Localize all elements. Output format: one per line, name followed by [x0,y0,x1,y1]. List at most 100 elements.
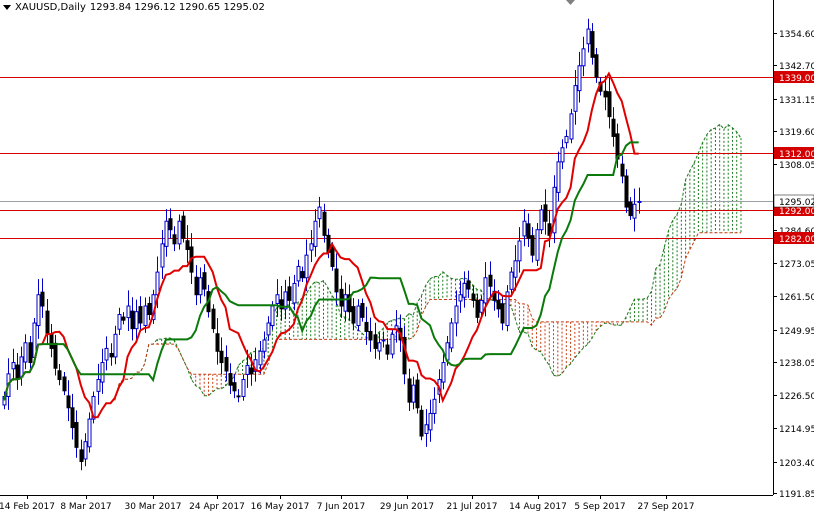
candle-body [343,294,348,312]
candle-body [483,277,488,304]
candle-body [57,370,62,381]
x-tick-label: 24 Apr 2017 [189,502,245,512]
candle-body [194,276,199,296]
candle-body [577,65,582,92]
candle-body [509,271,514,290]
candle-body [500,303,505,324]
candle-body [249,367,254,375]
candle-body [432,398,437,414]
ichimoku-cloud [114,123,742,401]
candle-body [441,362,446,383]
candle-body [479,299,484,313]
candle-body [28,342,33,364]
candle-body [573,85,578,112]
candle-body [74,421,79,448]
candle-body [185,240,190,251]
candle-body [517,240,522,262]
candle-body [360,302,365,318]
y-tick-label: 1319.60 [779,128,814,138]
candle-body [603,90,608,98]
candle-body [300,271,305,279]
candle-body [215,333,220,352]
candle-body [219,350,224,364]
candle-body [313,220,318,247]
kijun-sen-line [3,141,639,401]
y-tick-label: 1342.70 [779,62,814,72]
candle-body [624,175,629,208]
candle-body [424,424,429,435]
candle-body [168,218,173,231]
senkou-span-b [114,232,741,401]
candle-body [211,308,216,330]
candle-body [419,409,424,437]
x-tick-label: 27 Sep 2017 [637,502,694,512]
y-tick-label: 1354.60 [779,30,814,40]
candle-body [449,322,454,349]
candle-body [236,395,241,398]
candle-body [611,118,616,137]
candle-body [45,310,50,335]
candle-body [373,334,378,349]
candle-body [581,48,586,67]
candle-body [275,294,280,304]
candle-body [87,418,92,448]
candle-body [181,215,186,239]
x-tick-label: 21 Jul 2017 [447,502,498,512]
candle-body [377,342,382,352]
level-label: 1339.00 [779,74,814,84]
candle-body [258,350,263,366]
candle-body [390,333,395,355]
candle-body [339,288,344,307]
candle-body [488,274,493,287]
candle-body [428,412,433,431]
x-tick-label: 30 Mar 2017 [124,502,181,512]
candle-body [607,91,612,118]
candle-body [411,384,416,403]
candle-body [415,379,420,409]
candle-body [539,209,544,231]
candle-body [564,135,569,144]
candle-body [628,201,633,217]
candle-body [287,286,292,301]
level-label: 1292.00 [779,207,814,217]
candle-body [637,200,642,203]
candle-body [569,113,574,140]
candle-body [198,277,203,296]
candle-body [164,220,169,247]
candle-body [134,311,139,330]
candle-body [23,342,28,363]
candle-body [245,364,250,375]
candle-body [126,305,131,319]
candle-body [40,291,45,307]
y-tick-label: 1331.15 [779,96,814,106]
candle-body [334,268,339,293]
candle-body [594,54,599,78]
candle-body [471,293,476,301]
horizontal-levels [0,77,773,239]
dropdown-triangle-icon[interactable] [3,4,11,10]
candle-body [586,28,591,45]
tenkan-sen-line [3,71,639,419]
candle-body [560,147,565,163]
candle-body [232,382,237,392]
candle-body [109,353,114,358]
candle-body [475,299,480,318]
x-tick-label: 7 Jun 2017 [317,502,365,512]
candle-body [70,407,75,429]
candle-body [172,234,177,245]
chart-header: XAUUSD,Daily 1293.84 1296.12 1290.65 1295… [3,2,265,13]
y-tick-label: 1261.50 [779,293,814,303]
y-tick-label: 1214.95 [779,425,814,435]
ohlc-values: 1293.84 1296.12 1290.65 1295.02 [89,2,265,13]
candle-body [496,299,501,310]
candle-body [462,282,467,298]
candle-body [632,203,637,219]
candle-body [458,294,463,302]
candle-body [36,294,41,327]
candle-body [96,379,101,392]
candle-body [317,206,322,220]
candle-body [130,310,135,330]
candle-body [283,291,288,310]
candle-body [356,305,361,327]
